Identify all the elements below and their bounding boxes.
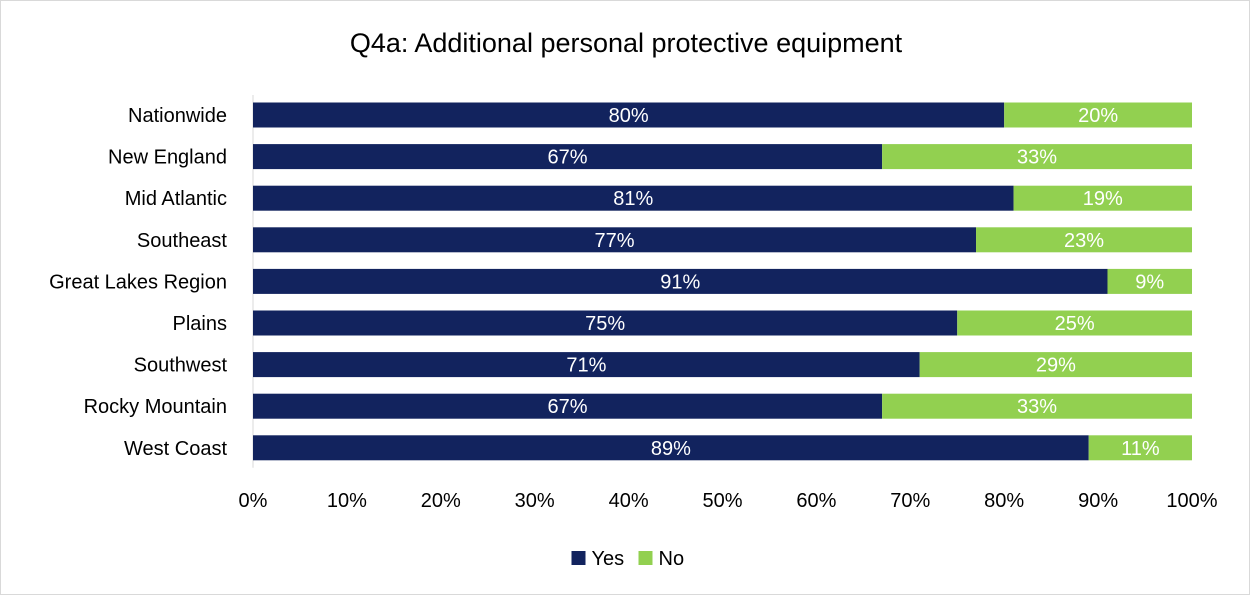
x-tick-label: 10% <box>327 490 367 512</box>
bar-no <box>976 227 1192 253</box>
data-label-no: 11% <box>1121 438 1160 460</box>
legend-swatch-yes <box>571 551 586 565</box>
plot-area: Nationwide 80% 20% New England 67% 33% Mid Atl… <box>49 95 1192 468</box>
data-label-no: 9% <box>1135 271 1164 293</box>
bar-no <box>882 393 1192 419</box>
category-label: Southeast <box>137 230 228 252</box>
legend-label-yes: Yes <box>592 548 625 570</box>
bar-yes <box>253 102 1005 128</box>
data-label-no: 23% <box>1064 230 1104 252</box>
category-label: Mid Atlantic <box>125 188 227 210</box>
category-label: Rocky Mountain <box>84 396 227 418</box>
x-tick-label: 20% <box>421 490 461 512</box>
data-label-yes: 80% <box>609 105 649 127</box>
data-label-yes: 67% <box>548 396 588 418</box>
data-label-no: 20% <box>1078 105 1118 127</box>
bar-no <box>1107 268 1192 294</box>
bar-no <box>1004 102 1192 128</box>
legend-swatch-no <box>638 551 653 565</box>
bar-yes <box>253 227 977 253</box>
category-label: Great Lakes Region <box>49 271 227 293</box>
data-label-no: 19% <box>1083 188 1123 210</box>
category-label: New England <box>108 147 227 169</box>
x-tick-label: 30% <box>515 490 555 512</box>
data-label-no: 33% <box>1017 147 1057 169</box>
data-label-yes: 75% <box>585 313 625 335</box>
bar-yes <box>253 268 1108 294</box>
category-label: Nationwide <box>128 105 227 127</box>
data-label-yes: 71% <box>566 355 606 377</box>
bar-yes <box>253 393 883 419</box>
data-label-no: 25% <box>1055 313 1095 335</box>
bar-no <box>1088 435 1192 461</box>
x-axis: 0% 10% 20% 30% 40% 50% 60% 70% 80% 90% 100% <box>239 490 1218 512</box>
data-label-no: 29% <box>1036 355 1076 377</box>
x-tick-label: 40% <box>609 490 649 512</box>
bar-yes <box>253 435 1089 461</box>
legend: Yes No <box>571 548 685 570</box>
bar-no <box>957 310 1192 336</box>
bar-no <box>919 352 1192 378</box>
data-label-yes: 81% <box>613 188 653 210</box>
x-tick-label: 90% <box>1078 490 1118 512</box>
data-label-yes: 67% <box>548 147 588 169</box>
category-label: Southwest <box>134 355 228 377</box>
category-label: West Coast <box>124 438 227 460</box>
x-tick-label: 80% <box>984 490 1024 512</box>
x-tick-label: 70% <box>890 490 930 512</box>
bar-yes <box>253 352 920 378</box>
bar-yes <box>253 185 1014 211</box>
bar-yes <box>253 144 883 170</box>
data-label-no: 33% <box>1017 396 1057 418</box>
x-tick-label: 100% <box>1166 490 1217 512</box>
x-tick-label: 0% <box>239 490 268 512</box>
bar-yes <box>253 310 958 336</box>
bar-no <box>882 144 1192 170</box>
chart-title: Q4a: Additional personal protective equi… <box>350 28 903 58</box>
x-tick-label: 60% <box>796 490 836 512</box>
x-tick-label: 50% <box>702 490 742 512</box>
category-label: Plains <box>173 313 227 335</box>
legend-label-no: No <box>659 548 685 570</box>
bar-no <box>1013 185 1192 211</box>
data-label-yes: 89% <box>651 438 691 460</box>
data-label-yes: 91% <box>660 271 700 293</box>
data-label-yes: 77% <box>594 230 634 252</box>
